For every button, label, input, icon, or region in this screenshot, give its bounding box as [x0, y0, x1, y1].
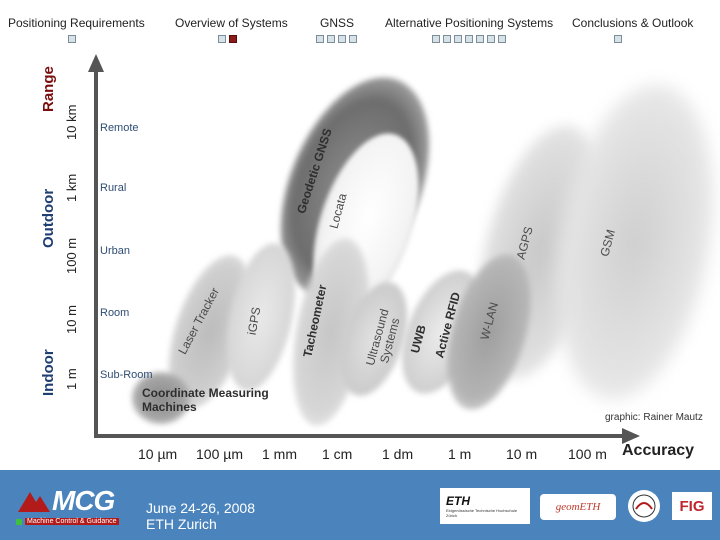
geometh-logo: geomETH — [540, 494, 616, 520]
cmm-region — [132, 372, 190, 424]
mcg-square-icon — [16, 518, 22, 525]
eth-logo-text: ETH — [446, 494, 470, 508]
geometh-logo-text: geomETH — [555, 501, 601, 513]
nav-dots-alternative — [432, 35, 506, 43]
nav-positioning-requirements[interactable]: Positioning Requirements — [8, 16, 145, 30]
nav-dots-positioning-requirements — [68, 35, 76, 43]
y-tick-100m: 100 m — [64, 237, 79, 274]
axes — [88, 54, 640, 444]
nav-dot[interactable] — [68, 35, 76, 43]
mcg-logo-text: MCG — [52, 485, 115, 516]
mcg-swoosh-icon — [18, 492, 50, 512]
event-date: June 24-26, 2008 — [146, 500, 255, 516]
nav-dot-current[interactable] — [229, 35, 237, 43]
nav-dot[interactable] — [476, 35, 484, 43]
y-category-urban: Urban — [100, 245, 130, 257]
y-category-subroom: Sub-Room — [100, 369, 153, 381]
x-tick-100um: 100 µm — [196, 446, 243, 462]
eth-logo-subtitle: Eidgenössische Technische Hochschule Zür… — [446, 508, 518, 518]
nav-dot[interactable] — [487, 35, 495, 43]
eth-logo: ETH Eidgenössische Technische Hochschule… — [440, 488, 530, 524]
nav-dot[interactable] — [218, 35, 226, 43]
x-tick-100m: 100 m — [568, 446, 607, 462]
y-group-outdoor: Outdoor — [40, 188, 57, 248]
y-tick-10km: 10 km — [64, 104, 79, 140]
range-accuracy-diagram: Range Outdoor Indoor 10 km 1 km 100 m 10… — [0, 52, 720, 470]
nav-dot[interactable] — [465, 35, 473, 43]
x-tick-10um: 10 µm — [138, 446, 178, 462]
y-tick-1m: 1 m — [64, 368, 79, 390]
mcg-logo-subtitle: Machine Control & Guidance — [25, 518, 119, 525]
nav-conclusions-outlook[interactable]: Conclusions & Outlook — [572, 16, 694, 30]
y-category-remote: Remote — [100, 122, 139, 134]
nav-dot[interactable] — [349, 35, 357, 43]
mcg-logo: MCG Machine Control & Guidance — [16, 478, 128, 532]
event-place: ETH Zurich — [146, 516, 217, 532]
y-tick-1km: 1 km — [64, 173, 79, 202]
x-tick-1mm: 1 mm — [262, 446, 297, 462]
nav-dots-gnss — [316, 35, 357, 43]
nav-dot[interactable] — [338, 35, 346, 43]
nav-dot[interactable] — [454, 35, 462, 43]
event-info: June 24-26, 2008 ETH Zurich — [146, 500, 255, 532]
fig-logo: FIG — [672, 492, 712, 520]
nav-dots-overview — [218, 35, 237, 43]
nav-dot[interactable] — [327, 35, 335, 43]
section-navigation: Positioning Requirements Overview of Sys… — [0, 0, 720, 52]
x-tick-1cm: 1 cm — [322, 446, 353, 462]
footer-bar: MCG Machine Control & Guidance June 24-2… — [0, 470, 720, 540]
y-category-rural: Rural — [100, 182, 127, 194]
y-group-indoor: Indoor — [40, 349, 57, 396]
nav-alternative-positioning-systems[interactable]: Alternative Positioning Systems — [385, 16, 554, 30]
y-axis-title: Range — [40, 66, 57, 112]
fig-logo-text: FIG — [679, 497, 705, 515]
nav-dot[interactable] — [614, 35, 622, 43]
nav-gnss[interactable]: GNSS — [320, 16, 355, 30]
x-tick-10m: 10 m — [506, 446, 538, 462]
y-tick-10m: 10 m — [64, 305, 79, 334]
nav-dot[interactable] — [432, 35, 440, 43]
label-cmm: Coordinate Measuring Machines — [142, 386, 269, 414]
x-axis-title: Accuracy — [622, 442, 695, 459]
emblem-icon — [632, 494, 656, 518]
nav-dot[interactable] — [498, 35, 506, 43]
nav-dots-conclusions — [614, 35, 622, 43]
graphic-credit: graphic: Rainer Mautz — [605, 412, 703, 423]
x-tick-1m: 1 m — [448, 446, 472, 462]
x-tick-1dm: 1 dm — [382, 446, 414, 462]
y-category-room: Room — [100, 307, 130, 319]
nav-dot[interactable] — [316, 35, 324, 43]
nav-dot[interactable] — [443, 35, 451, 43]
nav-overview-of-systems[interactable]: Overview of Systems — [175, 16, 288, 30]
emblem-logo — [628, 490, 660, 522]
